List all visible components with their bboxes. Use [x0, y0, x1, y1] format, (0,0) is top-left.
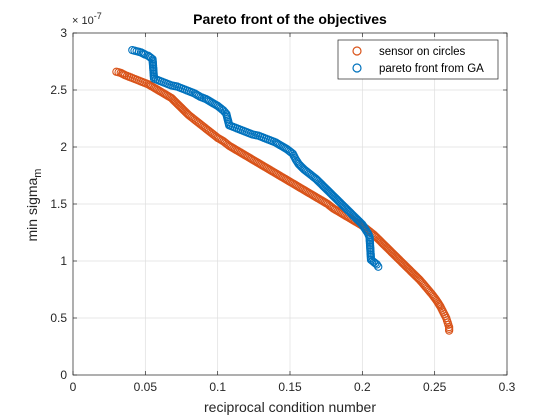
- series-pareto-front-from-ga: [128, 45, 383, 271]
- y-exponent-base: × 10: [72, 15, 94, 27]
- y-tick-label: 1.5: [50, 197, 67, 211]
- y-tick-label: 2.5: [50, 83, 67, 97]
- legend-label-pareto-front-from-ga: pareto front from GA: [379, 63, 484, 75]
- ticks: [72, 32, 508, 376]
- y-axis-title-group: min sigmam: [24, 169, 44, 242]
- legend-marker-pareto-front-from-ga: [352, 63, 362, 73]
- tick-labels: 0 0.05 0.1 0.15 0.2 0.25 0.3 0 0.5 1 1.5 2 2.5 3: [50, 26, 515, 394]
- x-tick-label: 0.15: [278, 380, 302, 394]
- series-layer: [112, 45, 454, 335]
- x-axis-title: reciprocal condition number: [204, 399, 376, 415]
- x-tick-label: 0: [70, 380, 77, 394]
- legend: sensor on circles pareto front from GA: [337, 39, 499, 80]
- x-tick-label: 0.05: [134, 380, 158, 394]
- y-tick-label: 0: [60, 368, 67, 382]
- y-tick-label: 3: [60, 26, 67, 40]
- x-tick-label: 0.3: [499, 380, 516, 394]
- data-point: [444, 326, 454, 335]
- x-tick-label: 0.25: [423, 380, 447, 394]
- x-tick-label: 0.2: [354, 380, 371, 394]
- y-axis-title-main: min sigma: [24, 177, 40, 241]
- y-tick-label: 0.5: [50, 311, 67, 325]
- y-exponent-power: -7: [94, 11, 102, 21]
- y-tick-label: 2: [60, 140, 67, 154]
- data-point-fill: [217, 105, 227, 114]
- y-tick-label: 1: [60, 254, 67, 268]
- legend-label-sensor-on-circles: sensor on circles: [379, 46, 466, 58]
- chart-title: Pareto front of the objectives: [193, 11, 387, 27]
- x-tick-label: 0.1: [209, 380, 226, 394]
- y-axis-title: min sigmam: [24, 169, 44, 242]
- y-exponent-label: × 10-7: [72, 11, 102, 27]
- legend-marker-sensor-on-circles: [352, 46, 362, 56]
- data-point: [374, 262, 383, 271]
- legend-box: [337, 39, 499, 80]
- y-axis-title-subscript: m: [32, 169, 44, 178]
- data-point: [372, 260, 381, 269]
